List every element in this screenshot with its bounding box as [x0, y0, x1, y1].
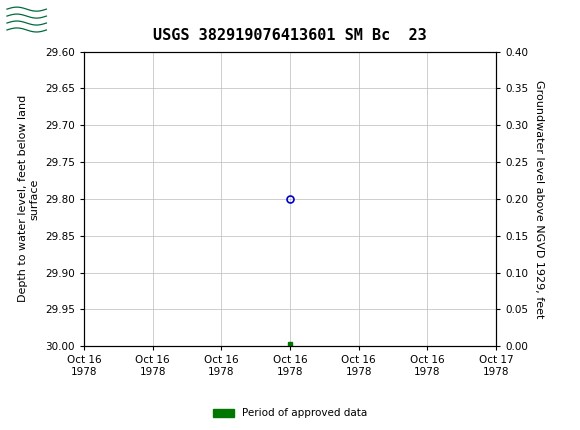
Text: USGS: USGS [51, 12, 92, 25]
FancyBboxPatch shape [6, 3, 75, 34]
Title: USGS 382919076413601 SM Bc  23: USGS 382919076413601 SM Bc 23 [153, 28, 427, 43]
Legend: Period of approved data: Period of approved data [209, 404, 371, 423]
Y-axis label: Depth to water level, feet below land
surface: Depth to water level, feet below land su… [18, 95, 39, 302]
Y-axis label: Groundwater level above NGVD 1929, feet: Groundwater level above NGVD 1929, feet [534, 80, 543, 318]
